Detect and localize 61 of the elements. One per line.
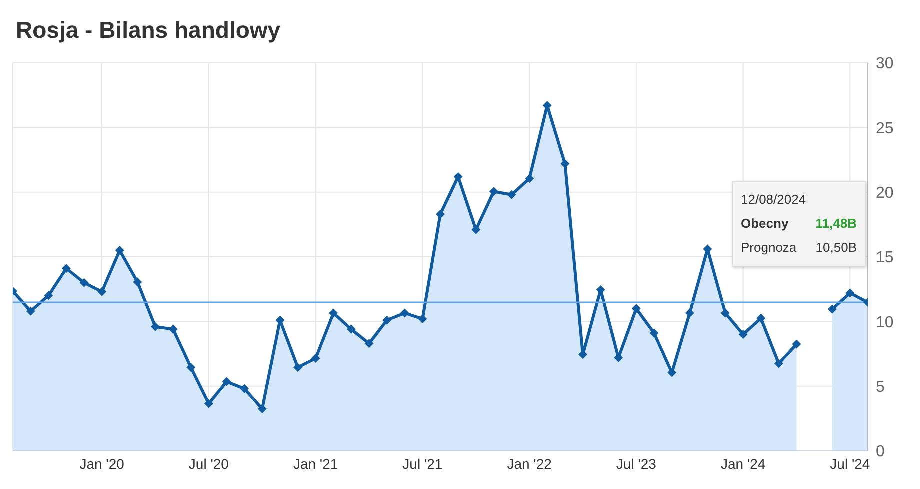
point <box>346 324 356 334</box>
annotation: 10,50B <box>816 239 857 257</box>
annotation: Prognoza <box>741 239 797 257</box>
y-tick-label: 25 <box>876 120 894 138</box>
point <box>738 330 748 340</box>
point <box>507 190 516 200</box>
annotation: Obecny <box>741 215 789 233</box>
point <box>329 308 338 318</box>
x-tick-label: Jan '22 <box>507 456 552 472</box>
y-tick-label: 20 <box>876 185 894 202</box>
point <box>632 304 641 314</box>
point <box>98 287 107 296</box>
point <box>222 377 232 386</box>
point <box>418 314 428 324</box>
point <box>382 316 392 325</box>
x-tick-label: Jul '20 <box>188 456 230 472</box>
point <box>311 354 320 364</box>
point <box>400 308 410 318</box>
point <box>489 187 498 196</box>
point <box>133 278 142 287</box>
point <box>240 384 250 394</box>
chart-title: Rosja - Bilans handlowy <box>15 16 282 45</box>
point <box>756 314 766 323</box>
point <box>650 328 659 338</box>
point <box>44 291 54 300</box>
point <box>436 210 445 219</box>
y-tick-label: 30 <box>876 56 894 73</box>
x-tick-label: Jul '23 <box>616 456 657 472</box>
point <box>204 399 214 408</box>
point <box>168 324 178 334</box>
point <box>294 363 302 372</box>
point <box>774 359 784 368</box>
point <box>80 278 89 288</box>
point <box>115 246 124 256</box>
y-tick-label: 5 <box>876 379 885 396</box>
point <box>685 308 694 318</box>
point <box>62 264 71 274</box>
x-tick-label: Jul '24 <box>830 456 870 472</box>
y-tick-label: 15 <box>876 250 894 267</box>
point <box>792 340 802 349</box>
point <box>668 368 677 378</box>
point <box>26 306 36 316</box>
y-tick-label: 10 <box>876 314 894 332</box>
annotation: 11,48B <box>816 215 857 233</box>
point <box>186 363 196 372</box>
point <box>828 304 837 314</box>
point <box>525 174 534 184</box>
x-tick-label: Jan '21 <box>293 456 338 472</box>
point <box>454 172 463 182</box>
point <box>721 308 730 318</box>
point <box>258 404 267 414</box>
point <box>364 339 374 348</box>
x-tick-label: Jul '21 <box>402 456 443 472</box>
y-tick-label: 0 <box>876 444 885 461</box>
point <box>151 322 160 332</box>
x-tick-label: Jan '24 <box>720 456 766 472</box>
annotation: 12/08/2024 <box>741 191 808 209</box>
x-tick-label: Jan '20 <box>80 456 125 472</box>
point <box>846 288 855 298</box>
point <box>472 225 481 234</box>
point <box>560 159 570 168</box>
